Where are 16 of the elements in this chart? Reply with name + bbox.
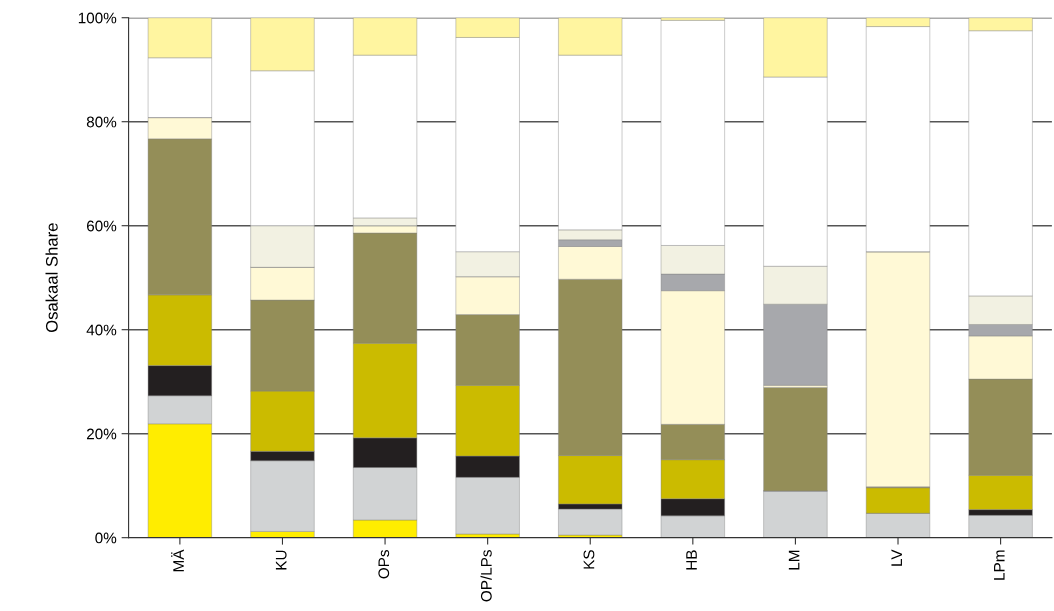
x-tick-label: KS (583, 550, 595, 569)
x-tick-label: LV (891, 549, 902, 566)
y-tick-label: 20% (86, 428, 117, 440)
y-tick-label: 40% (86, 324, 117, 336)
y-tick-label: 80% (86, 116, 117, 128)
x-tick-label: OPs (378, 550, 390, 579)
y-axis-title: Osakaal Share (45, 223, 58, 333)
x-tick-label: OP/LPs (480, 550, 492, 602)
x-tick-label: KU (275, 550, 287, 570)
y-tick-label: 100% (78, 12, 117, 24)
x-tick-label: LM (788, 550, 800, 570)
y-tick-label: 60% (86, 220, 117, 232)
x-tick-label: HB (686, 550, 697, 570)
x-tick-label: MÄ (171, 549, 184, 572)
y-tick-label: 0% (95, 532, 117, 544)
x-tick-label: LPm (994, 550, 1005, 580)
